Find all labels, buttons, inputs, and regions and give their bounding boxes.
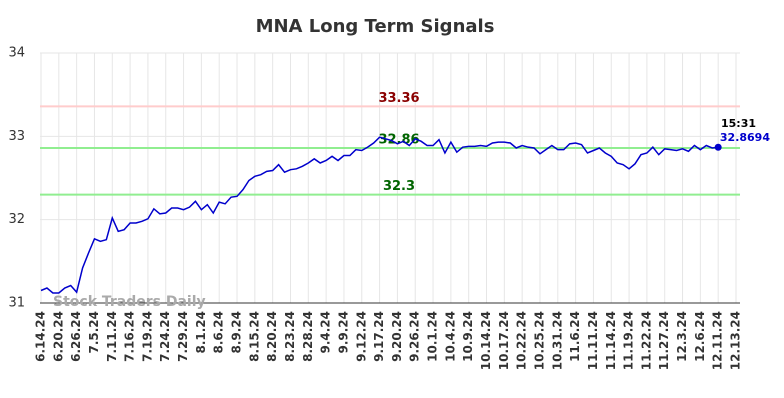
reference-label: 33.36	[378, 91, 419, 106]
last-value: 32.8694	[720, 131, 770, 144]
y-tick-label: 32	[8, 212, 25, 227]
x-tick-label: 8.28.24	[301, 311, 315, 362]
x-tick-label: 12.3.24	[675, 311, 689, 362]
x-tick-label: 7.11.24	[105, 311, 119, 362]
reference-label: 32.86	[378, 133, 419, 148]
x-tick-label: 6.26.24	[69, 311, 83, 362]
x-tick-label: 12.13.24	[729, 311, 743, 370]
reference-label: 32.3	[383, 179, 415, 194]
x-tick-label: 11.11.24	[586, 311, 600, 370]
x-tick-label: 7.24.24	[158, 311, 172, 362]
x-tick-label: 8.15.24	[247, 311, 261, 362]
last-point	[714, 143, 722, 151]
x-tick-label: 11.14.24	[604, 311, 618, 370]
x-tick-label: 12.6.24	[693, 311, 707, 362]
x-tick-label: 8.6.24	[212, 311, 226, 354]
x-tick-label: 10.14.24	[479, 311, 493, 370]
x-tick-label: 6.20.24	[51, 311, 65, 362]
x-tick-label: 7.16.24	[123, 311, 137, 362]
x-tick-label: 11.6.24	[568, 311, 582, 362]
x-tick-label: 12.11.24	[711, 311, 725, 370]
x-tick-label: 8.1.24	[194, 311, 208, 354]
y-tick-label: 31	[8, 296, 25, 311]
x-tick-label: 9.12.24	[354, 311, 368, 362]
x-tick-label: 8.9.24	[230, 311, 244, 354]
chart-title: MNA Long Term Signals	[256, 16, 495, 37]
x-tick-label: 10.22.24	[515, 311, 529, 370]
x-tick-label: 7.29.24	[176, 311, 190, 362]
x-tick-label: 10.17.24	[497, 311, 511, 370]
x-tick-label: 9.20.24	[390, 311, 404, 362]
x-tick-label: 11.22.24	[639, 311, 653, 370]
last-time: 15:31	[721, 117, 756, 130]
x-tick-label: 9.26.24	[408, 311, 422, 362]
x-tick-label: 6.14.24	[34, 311, 48, 362]
x-tick-label: 9.9.24	[336, 311, 350, 354]
x-tick-label: 10.9.24	[461, 311, 475, 362]
y-tick-label: 34	[8, 46, 25, 61]
x-tick-label: 8.20.24	[265, 311, 279, 362]
x-tick-label: 7.5.24	[87, 311, 101, 354]
watermark: Stock Traders Daily	[53, 294, 206, 310]
x-tick-label: 11.27.24	[657, 311, 671, 370]
x-tick-label: 10.4.24	[443, 311, 457, 362]
x-tick-label: 10.25.24	[532, 311, 546, 370]
x-tick-label: 11.19.24	[622, 311, 636, 370]
x-tick-label: 9.4.24	[319, 311, 333, 354]
y-tick-label: 33	[8, 129, 25, 144]
x-tick-label: 9.17.24	[372, 311, 386, 362]
line	[40, 136, 719, 294]
x-tick-label: 8.23.24	[283, 311, 297, 362]
x-tick-label: 10.1.24	[426, 311, 440, 362]
x-tick-label: 10.31.24	[550, 311, 564, 370]
x-tick-label: 7.19.24	[140, 311, 154, 362]
